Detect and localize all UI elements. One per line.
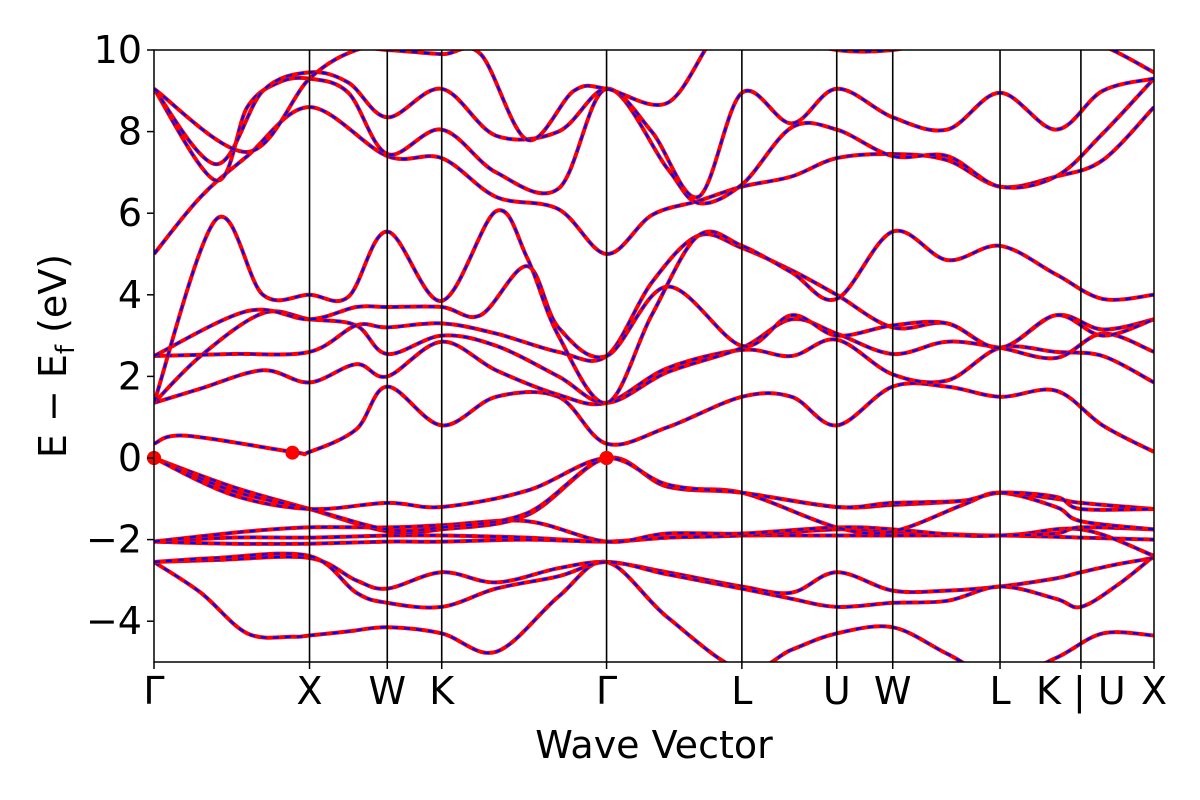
bands-group (154, 50, 1154, 662)
y-axis-label-unit: (eV) (31, 254, 75, 345)
band-line-overlay-0 (154, 560, 1154, 662)
band-line-2 (154, 551, 1154, 610)
y-tick-label-1: 8 (118, 110, 142, 154)
band-line-overlay-5 (154, 519, 1154, 544)
band-line-overlay-15 (154, 105, 1154, 256)
y-axis-label: E − Ef (eV) (31, 254, 81, 458)
band-line-11 (154, 309, 1154, 405)
x-tick-label-5: L (731, 669, 752, 713)
band-line-overlay-13 (154, 265, 1154, 359)
band-line-6 (154, 455, 1154, 536)
markers-group (147, 445, 614, 465)
band-line-overlay-11 (154, 310, 1154, 405)
y-tick-label-0: 10 (94, 28, 142, 72)
band-line-overlay-6 (154, 456, 1154, 535)
band-line-4 (154, 526, 1154, 558)
y-tick-label-2: 6 (118, 191, 142, 235)
y-tick-label-5: 0 (118, 436, 142, 480)
x-tick-label-4: Γ (596, 669, 617, 713)
x-tick-label-8: L (989, 669, 1010, 713)
band-line-overlay-10 (154, 338, 1154, 406)
y-tick-label-3: 4 (118, 273, 142, 317)
band-line-17 (154, 70, 1154, 200)
x-tick-label-10: X (1141, 669, 1167, 713)
x-axis-label: Wave Vector (535, 723, 773, 767)
band-line-12 (154, 232, 1154, 363)
x-tick-label-1: X (296, 669, 322, 713)
y-axis-label-main: E − E (31, 354, 75, 458)
x-tick-label-9: K | U (1036, 669, 1126, 714)
y-ticks-group: 10 8 6 4 2 0 −2 −4 (86, 28, 154, 643)
band-line-9 (154, 381, 1154, 457)
y-tick-label-6: −2 (86, 518, 142, 562)
band-line-overlay-2 (154, 552, 1154, 609)
kpoint-lines-group (308, 50, 1082, 662)
marker-cbm-4 (599, 451, 614, 465)
band-line-16 (154, 75, 1154, 206)
y-axis-label-subscript: f (51, 344, 81, 354)
y-tick-label-7: −4 (86, 599, 142, 643)
band-line-overlay-12 (154, 233, 1154, 362)
x-tick-label-3: K (429, 669, 455, 713)
band-line-0 (154, 559, 1154, 662)
band-line-overlay-1 (154, 555, 1154, 595)
y-tick-label-4: 2 (118, 354, 142, 398)
plot-frame (153, 49, 1155, 663)
band-line-overlay-9 (154, 382, 1154, 456)
band-line-overlay-16 (154, 76, 1154, 205)
band-line-8 (154, 455, 1154, 512)
marker-cbm-2 (285, 445, 300, 460)
x-tick-label-7: W (874, 669, 912, 713)
band-line-15 (154, 105, 1154, 256)
band-line-overlay-8 (154, 456, 1154, 511)
x-tick-label-2: W (368, 669, 406, 713)
x-tick-label-0: Γ (143, 669, 164, 713)
x-tick-label-6: U (823, 669, 851, 713)
